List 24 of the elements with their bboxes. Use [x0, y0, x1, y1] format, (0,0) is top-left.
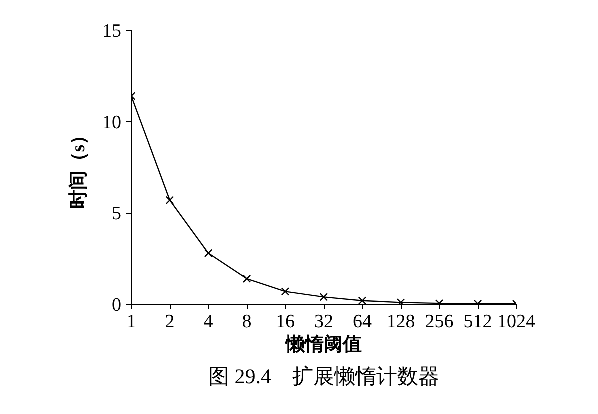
y-axis-title: 时间（s） — [68, 126, 90, 210]
x-tick-label: 1024 — [498, 312, 536, 332]
y-tick-label: 15 — [102, 21, 122, 42]
text: 图 29.4 扩展懒惰计数器 — [208, 364, 440, 388]
x-tick-label: 128 — [386, 312, 416, 332]
y-tick-label: 10 — [102, 112, 122, 134]
point — [358, 296, 367, 304]
x-tick-label: 256 — [425, 312, 454, 332]
x-tick-label: 1 — [126, 312, 136, 332]
point — [320, 293, 328, 302]
x-tick-label: 64 — [353, 312, 372, 332]
x-tick-label: 32 — [314, 312, 334, 332]
point — [281, 288, 290, 296]
x-tick-label: 8 — [242, 312, 252, 332]
point — [242, 274, 252, 284]
x-tick-label: 512 — [464, 312, 492, 332]
x-tick-label: 4 — [204, 312, 214, 332]
y-tick-label: 0 — [112, 295, 122, 316]
x-tick-label: 16 — [276, 312, 295, 332]
point — [166, 196, 174, 205]
x-axis-title: 懒惰阈值 — [285, 334, 362, 356]
x-tick-label: 2 — [165, 312, 175, 332]
point — [204, 249, 213, 258]
y-tick-label: 5 — [112, 204, 122, 225]
